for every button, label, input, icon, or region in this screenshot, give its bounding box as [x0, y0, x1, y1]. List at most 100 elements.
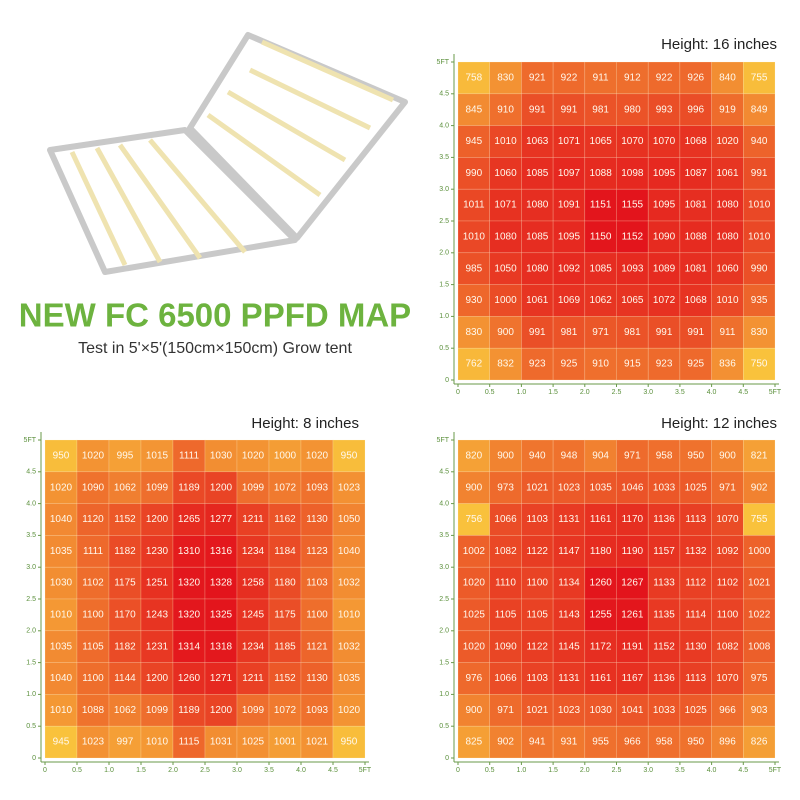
cell-value: 1066	[494, 673, 517, 684]
cell-value: 922	[561, 73, 578, 84]
cell-value: 1131	[558, 673, 580, 684]
cell-value: 1134	[558, 578, 580, 589]
cell-value: 1072	[274, 705, 297, 716]
heat-cell	[711, 598, 744, 632]
heat-cell	[584, 535, 617, 568]
cell-value: 991	[529, 327, 546, 338]
cell-value: 1095	[653, 200, 676, 211]
heat-cell	[332, 725, 366, 759]
cell-value: 1062	[114, 705, 137, 716]
cell-value: 1115	[179, 737, 200, 748]
cell-value: 1020	[242, 451, 265, 462]
x-tick-label: 4.5	[738, 389, 748, 396]
heat-cell	[489, 125, 522, 158]
cell-value: 1050	[338, 514, 361, 525]
heat-cell	[742, 284, 776, 317]
cell-value: 1211	[242, 514, 264, 525]
heat-cell	[711, 503, 744, 536]
heat-cell	[489, 93, 522, 126]
y-tick-label: 0	[32, 755, 36, 762]
cell-value: 975	[751, 673, 768, 684]
cell-value: 1023	[338, 482, 361, 493]
y-tick-label: 0	[445, 755, 449, 762]
y-tick-label: 3.0	[26, 564, 36, 571]
x-tick-label: 3.0	[643, 767, 653, 774]
cell-value: 910	[592, 359, 609, 370]
heat-cell	[332, 535, 366, 568]
heat-cell	[108, 566, 142, 600]
heat-cell	[616, 662, 649, 695]
heat-cell	[647, 220, 681, 254]
heat-cell	[236, 439, 270, 473]
heat-cell	[76, 471, 110, 504]
cell-value: 1022	[748, 610, 771, 621]
heat-cell	[679, 316, 712, 349]
cell-value: 1020	[306, 451, 329, 462]
cell-value: 836	[719, 359, 736, 370]
cell-value: 921	[529, 73, 546, 84]
x-tick-label: 3.0	[643, 389, 653, 396]
heat-cell	[172, 503, 206, 536]
x-tick-label: 2.0	[168, 767, 178, 774]
heat-cell	[552, 220, 586, 254]
heat-cell	[742, 316, 776, 349]
cell-value: 981	[561, 327, 578, 338]
heat-cell	[300, 630, 334, 663]
heat-cell	[552, 252, 586, 285]
cell-value: 1020	[716, 136, 739, 147]
cell-value: 923	[529, 359, 546, 370]
x-tick-label: 2.0	[580, 389, 590, 396]
cell-value: 922	[656, 73, 673, 84]
cell-value: 1122	[526, 546, 548, 557]
y-tick-label: 1.0	[26, 691, 36, 698]
heat-cell	[616, 316, 649, 349]
heat-cell	[204, 503, 238, 536]
heat-cell	[332, 439, 366, 473]
cell-value: 1093	[306, 482, 329, 493]
y-tick-label: 0	[445, 377, 449, 384]
x-tick-label: 5FT	[769, 767, 782, 774]
heat-cell	[584, 93, 617, 126]
heat-cell	[584, 662, 617, 695]
cell-value: 1032	[338, 641, 361, 652]
heat-cell	[489, 471, 522, 504]
heat-cell	[76, 439, 110, 473]
heat-cell	[108, 471, 142, 504]
cell-value: 911	[593, 73, 609, 84]
cell-value: 1035	[338, 673, 361, 684]
cell-value: 1157	[653, 546, 675, 557]
heat-cell	[332, 566, 366, 600]
cell-value: 762	[466, 359, 483, 370]
heat-cell	[236, 694, 270, 727]
y-tick-label: 1.5	[439, 281, 449, 288]
cell-value: 1161	[590, 673, 612, 684]
heat-cell	[268, 471, 302, 504]
heat-cell	[457, 284, 491, 317]
x-tick-label: 2.0	[580, 767, 590, 774]
cell-value: 845	[466, 104, 483, 115]
heat-cell	[521, 503, 554, 536]
heat-cell	[679, 347, 712, 381]
heat-cell	[457, 316, 491, 349]
heat-cell	[711, 220, 744, 254]
cell-value: 1000	[274, 451, 297, 462]
heat-cell	[742, 220, 776, 254]
heat-cell	[140, 439, 174, 473]
heat-cell	[140, 598, 174, 632]
cell-value: 1032	[338, 578, 361, 589]
cell-value: 1105	[82, 641, 104, 652]
cell-value: 1000	[748, 546, 771, 557]
cell-value: 1105	[495, 610, 517, 621]
cell-value: 1010	[146, 737, 169, 748]
cell-value: 1200	[210, 482, 233, 493]
cell-value: 1145	[558, 641, 580, 652]
y-tick-label: 2.5	[26, 596, 36, 603]
cell-value: 990	[751, 263, 768, 274]
heat-cell	[679, 188, 712, 222]
cell-value: 955	[592, 737, 609, 748]
cell-value: 1111	[179, 451, 199, 462]
cell-value: 940	[751, 136, 768, 147]
cell-value: 1150	[590, 232, 612, 243]
heat-cell	[140, 566, 174, 600]
cell-value: 1261	[621, 610, 644, 621]
